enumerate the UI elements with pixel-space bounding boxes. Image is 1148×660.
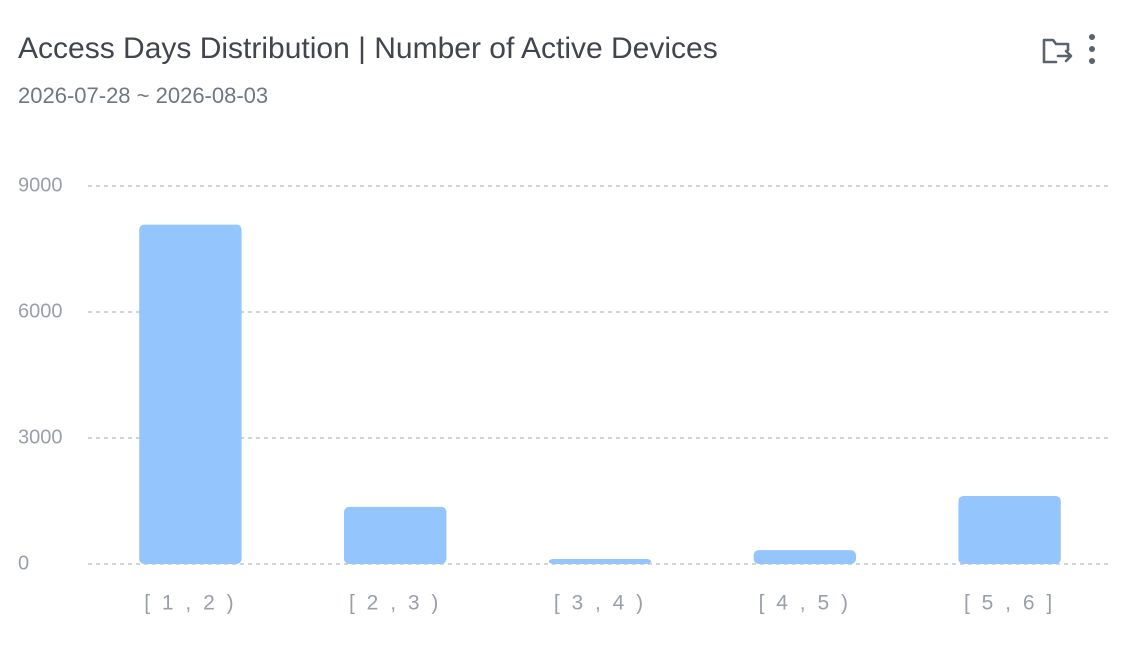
bar (958, 495, 1061, 564)
more-icon[interactable] (1089, 34, 1095, 64)
bar (139, 224, 242, 564)
bar (344, 506, 447, 564)
x-tick-label: [ 3 , 4 ) (554, 592, 646, 615)
x-tick-label: [ 4 , 5 ) (759, 592, 851, 615)
chart-subtitle: 2026-07-28 ~ 2026-08-03 (18, 83, 268, 108)
y-tick-label: 3000 (18, 426, 63, 448)
y-tick-label: 0 (18, 552, 29, 574)
y-tick-label: 6000 (18, 300, 63, 322)
export-icon[interactable] (1042, 38, 1073, 64)
bar (548, 558, 652, 564)
y-tick-label: 9000 (18, 174, 63, 196)
bar (753, 550, 856, 564)
x-tick-label: [ 2 , 3 ) (349, 592, 441, 615)
chart-title: Access Days Distribution | Number of Act… (18, 32, 718, 65)
x-tick-label: [ 1 , 2 ) (144, 592, 236, 615)
x-tick-label: [ 5 , 6 ] (964, 592, 1055, 615)
